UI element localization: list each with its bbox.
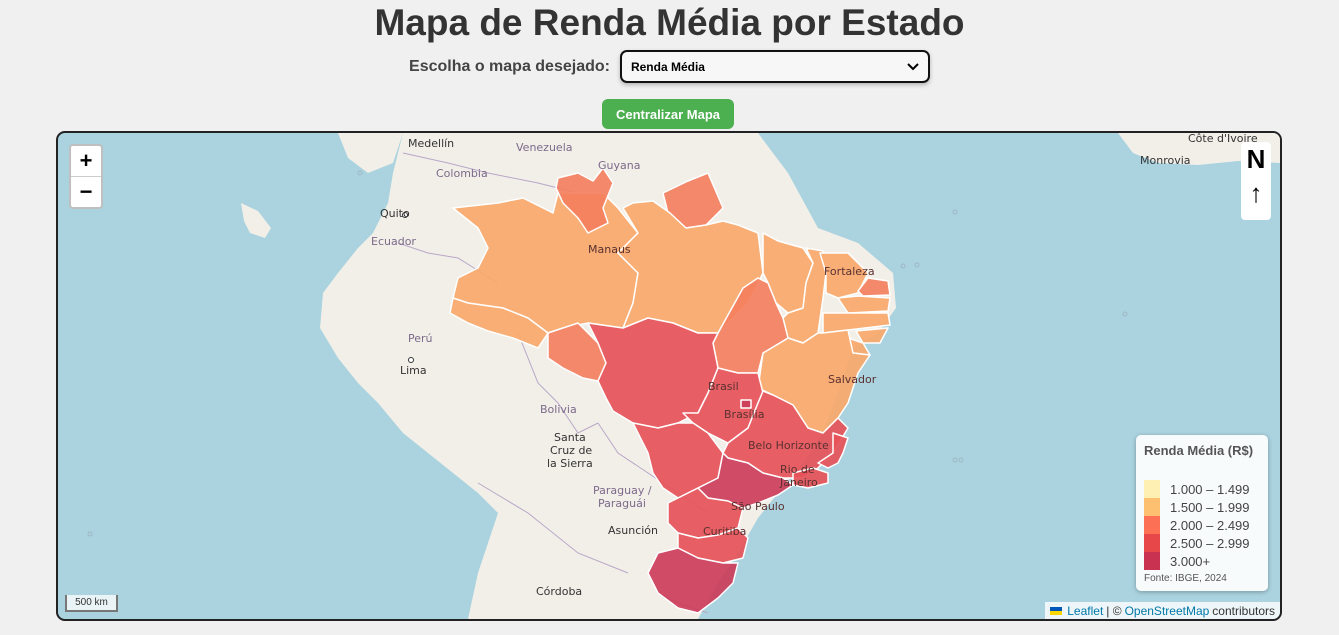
state-rn (857, 277, 891, 297)
label-bolivia: Bolivia (540, 403, 577, 416)
state-pb (837, 295, 891, 314)
zoom-in-button[interactable]: + (71, 146, 101, 177)
city-dot-quito (402, 212, 408, 218)
state-rr (555, 167, 614, 234)
label-lima: Lima (400, 364, 427, 377)
legend-swatch (1144, 480, 1160, 498)
legend-label: 2.500 – 2.999 (1170, 535, 1250, 551)
legend-item: 1.000 – 1.499 (1144, 480, 1260, 498)
legend-label: 2.000 – 2.499 (1170, 517, 1250, 533)
label-monrovia: Monrovia (1140, 154, 1191, 167)
label-santa-cruz-2: Cruz de (550, 444, 592, 457)
map-canvas[interactable]: Medellín Venezuela Guyana Colombia Quito… (58, 133, 1280, 619)
state-df (740, 399, 752, 409)
label-cote-divoire: Côte d'Ivoire (1188, 133, 1258, 145)
state-ac (449, 297, 549, 349)
label-paraguay-2: Paraguái (598, 497, 646, 510)
label-guyana: Guyana (598, 159, 640, 172)
label-brasilia: Brasília (724, 408, 764, 421)
atlantic-islands (87, 170, 1128, 537)
legend-item: 3.000+ (1144, 552, 1260, 570)
label-quito: Quito (380, 207, 410, 220)
label-salvador: Salvador (828, 373, 877, 386)
scale-bar: 500 km (65, 595, 118, 612)
north-letter: N (1246, 144, 1266, 174)
map-select-value: Renda Média (630, 59, 705, 74)
legend-source: Fonte: IBGE, 2024 (1144, 573, 1227, 584)
osm-link[interactable]: OpenStreetMap (1124, 603, 1210, 618)
map-selector-label: Escolha o mapa desejado: (409, 57, 610, 75)
state-al (855, 327, 889, 344)
label-cordoba: Córdoba (536, 585, 582, 598)
map-selector-row: Escolha o mapa desejado: Renda Média (0, 50, 1339, 83)
map-attribution: Leaflet | © OpenStreetMap contributors (1045, 602, 1280, 619)
leaflet-link[interactable]: Leaflet (1067, 603, 1104, 618)
map-container[interactable]: Medellín Venezuela Guyana Colombia Quito… (56, 131, 1282, 621)
state-polygons (449, 167, 891, 614)
legend-label: 1.000 – 1.499 (1170, 481, 1250, 497)
map-legend: Renda Média (R$) 1.000 – 1.499 1.500 – 1.… (1136, 435, 1268, 591)
map-select[interactable]: Renda Média (619, 50, 930, 83)
legend-item: 2.000 – 2.499 (1144, 516, 1260, 534)
place-labels: Medellín Venezuela Guyana Colombia Quito… (371, 133, 1258, 598)
state-pr (667, 487, 744, 539)
zoom-control: + − (69, 144, 103, 209)
label-manaus: Manaus (588, 243, 631, 256)
legend-label: 1.500 – 1.999 (1170, 499, 1250, 515)
attribution-suffix: contributors (1212, 603, 1275, 618)
label-venezuela: Venezuela (516, 141, 573, 154)
arrow-up-icon: ↑ (1249, 178, 1263, 208)
legend-items: 1.000 – 1.499 1.500 – 1.999 2.000 – 2.499 2… (1144, 480, 1260, 570)
zoom-out-button[interactable]: − (79, 179, 93, 204)
attribution-separator: | © (1106, 603, 1122, 618)
legend-swatch (1144, 498, 1160, 516)
legend-title: Renda Média (R$) (1144, 443, 1254, 458)
legend-swatch (1144, 552, 1160, 570)
north-arrow: N ↑ (1241, 142, 1271, 220)
label-rio-1: Rio de (780, 463, 815, 476)
page-title: Mapa de Renda Média por Estado (374, 2, 965, 43)
label-colombia: Colombia (436, 167, 488, 180)
legend-item: 2.500 – 2.999 (1144, 534, 1260, 552)
label-medellin: Medellín (408, 137, 454, 150)
city-dot-lima (408, 357, 414, 363)
state-rs (647, 547, 739, 614)
label-rio-2: Janeiro (779, 476, 818, 489)
label-curitiba: Curitiba (703, 525, 746, 538)
legend-item: 1.500 – 1.999 (1144, 498, 1260, 516)
label-peru: Perú (408, 332, 433, 345)
center-map-button[interactable]: Centralizar Mapa (602, 99, 734, 129)
label-santa-cruz-1: Santa (554, 431, 586, 444)
label-sao-paulo: São Paulo (731, 500, 785, 513)
label-santa-cruz-3: la Sierra (547, 457, 593, 470)
chevron-down-icon (907, 62, 919, 70)
state-es (817, 432, 849, 469)
state-ce (819, 252, 869, 299)
label-paraguay-1: Paraguay / (593, 484, 652, 497)
legend-swatch (1144, 534, 1160, 552)
legend-swatch (1144, 516, 1160, 534)
label-brasil: Brasil (708, 380, 739, 393)
ukraine-flag-icon (1050, 606, 1063, 615)
label-belo-horizonte: Belo Horizonte (748, 439, 829, 452)
label-ecuador: Ecuador (371, 235, 416, 248)
label-fortaleza: Fortaleza (824, 265, 875, 278)
legend-label: 3.000+ (1170, 553, 1211, 569)
label-asuncion: Asunción (608, 524, 658, 537)
